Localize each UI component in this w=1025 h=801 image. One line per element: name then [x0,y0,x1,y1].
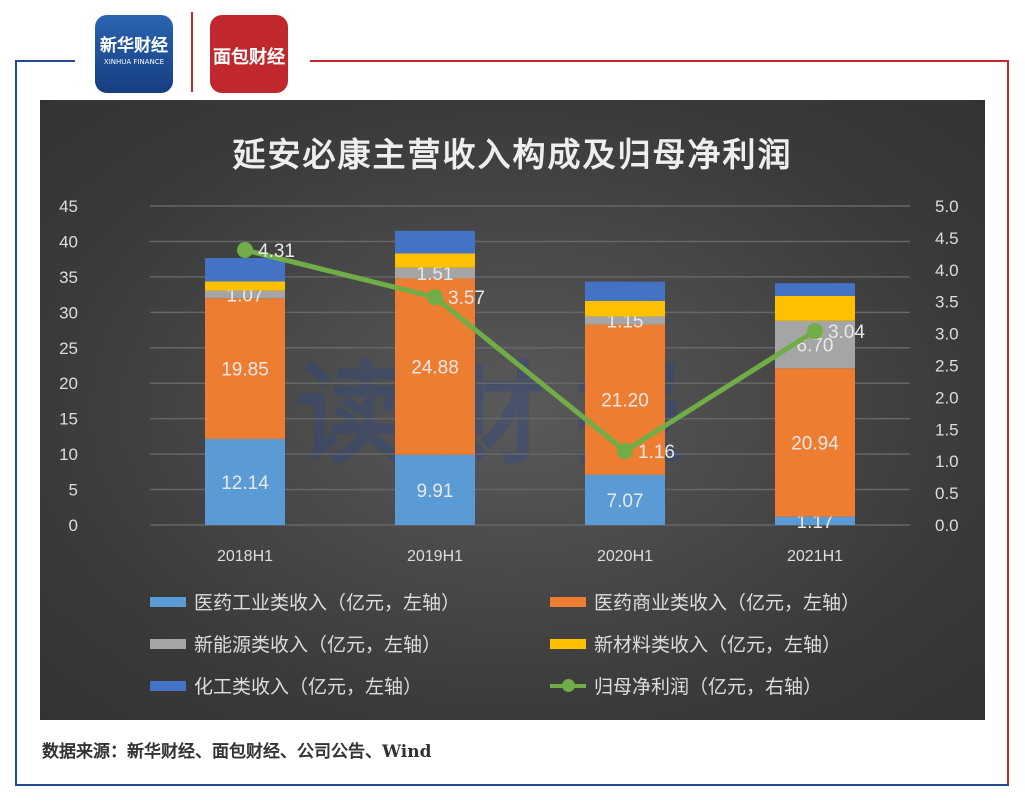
legend-swatch [150,680,186,691]
frame-top-left [15,60,75,62]
y2-tick-label: 1.0 [935,452,959,471]
x-tick-label: 2019H1 [407,548,463,565]
bar-data-label: 1.07 [227,285,264,306]
chart-title: 延安必康主营收入构成及归母净利润 [232,135,793,174]
legend-item: 新能源类收入（亿元，左轴） [150,630,441,657]
y-tick-label: 5 [69,481,78,500]
bar-segment [775,368,855,517]
bar-segment [205,438,285,525]
legend-label: 归母净利润（亿元，右轴） [594,676,823,698]
bar-segment [205,281,285,291]
bar-segment [395,267,475,279]
bar-data-label: 24.88 [411,358,459,379]
y2-tick-label: 3.0 [935,325,959,344]
legend-swatch [150,638,186,649]
bread-finance-logo: 面包财经 [210,15,288,93]
legend-swatch [550,638,586,649]
y-tick-label: 0 [69,516,78,535]
line-data-label: 1.16 [638,442,675,463]
line-series [244,247,817,455]
y-tick-label: 45 [59,197,78,216]
bar-segment [775,283,855,296]
bar-data-label: 6.70 [797,336,834,357]
bar-segment [585,474,665,525]
y2-tick-label: 2.0 [935,388,959,407]
frame-top-right [310,60,1009,62]
x-tick-label: 2020H1 [597,548,653,565]
bar-segment [395,253,475,268]
y-tick-label: 25 [59,339,78,358]
frame-right [1007,60,1009,785]
legend-item: 归母净利润（亿元，右轴） [550,672,822,699]
line-data-label: 3.57 [448,288,485,309]
xinhua-finance-logo: 新华财经 XINHUA FINANCE [95,15,173,93]
bar-segment [205,290,285,299]
bar-segment [395,278,475,455]
bar-data-label: 7.07 [607,491,644,512]
y-tick-label: 10 [59,445,78,464]
bar-segment [205,298,285,439]
frame-left [15,60,17,785]
y2-tick-label: 0.0 [935,516,959,535]
chart-panel: 读财报 延安必康主营收入构成及归母净利润 0 5 10 15 20 25 30 35 40 45 0… [40,100,985,720]
y2-tick-label: 3.5 [935,293,959,312]
bar-segment [585,316,665,325]
bar-segment [585,281,665,301]
line-point [617,442,633,459]
bar-segment [395,230,475,254]
legend-item: 医药工业类收入（亿元，左轴） [150,588,460,615]
logo1-text: 新华财经 [100,36,168,56]
bar-data-label: 9.91 [417,481,454,502]
logo-separator [191,12,193,92]
legend-item: 化工类收入（亿元，左轴） [150,672,422,699]
y-tick-label: 30 [59,303,78,322]
bar-segment [775,295,855,321]
chart-svg: 0 5 10 15 20 25 30 35 40 45 0.0 0.5 1.0 1.5 2.0 2.5 3.0 3… [59,197,959,565]
bar-segment [395,454,475,525]
legend-label: 新能源类收入（亿元，左轴） [194,634,442,656]
y2-tick-label: 2.5 [935,357,959,376]
line-point [427,289,443,306]
legend-item: 医药商业类收入（亿元，左轴） [550,588,860,615]
y2-tick-label: 0.5 [935,484,959,503]
bar-data-label: 20.94 [791,433,839,454]
bar-data-label: 12.14 [221,473,269,494]
legend-swatch [150,596,186,607]
y2-tick-label: 4.0 [935,261,959,280]
logo1-sub: XINHUA FINANCE [103,58,165,66]
bar-segment [775,516,855,525]
y2-tick-label: 1.5 [935,420,959,439]
legend-label: 化工类收入（亿元，左轴） [194,676,423,698]
bar-data-label: 1.17 [797,512,834,533]
legend-label: 医药商业类收入（亿元，左轴） [594,592,861,614]
legend-swatch [550,678,586,692]
line-data-label: 4.31 [258,241,295,262]
bar-data-label: 1.51 [417,264,454,285]
bar-segment [585,300,665,317]
source-note: 数据来源：新华财经、面包财经、公司公告、Wind [42,742,432,762]
bar-data-label: 1.15 [607,312,644,333]
line-point [237,242,253,259]
frame-bottom [15,784,1009,786]
legend-label: 新材料类收入（亿元，左轴） [594,634,842,656]
line-point [807,323,823,340]
y-tick-label: 20 [59,374,78,393]
y-tick-label: 15 [59,410,78,429]
line-data-label: 3.04 [828,322,865,343]
legend-label: 医药工业类收入（亿元，左轴） [194,592,461,614]
x-tick-label: 2018H1 [217,548,273,565]
bar-data-label: 19.85 [221,360,269,381]
bar-segment [205,258,285,282]
bar-data-label: 21.20 [601,391,649,412]
y-tick-label: 40 [59,232,78,251]
legend-item: 新材料类收入（亿元，左轴） [550,630,841,657]
x-tick-label: 2021H1 [787,548,843,565]
legend-swatch [550,596,586,607]
y2-tick-label: 5.0 [935,197,959,216]
y2-tick-label: 4.5 [935,229,959,248]
logo2-text: 面包财经 [213,47,285,68]
y-tick-label: 35 [59,268,78,287]
